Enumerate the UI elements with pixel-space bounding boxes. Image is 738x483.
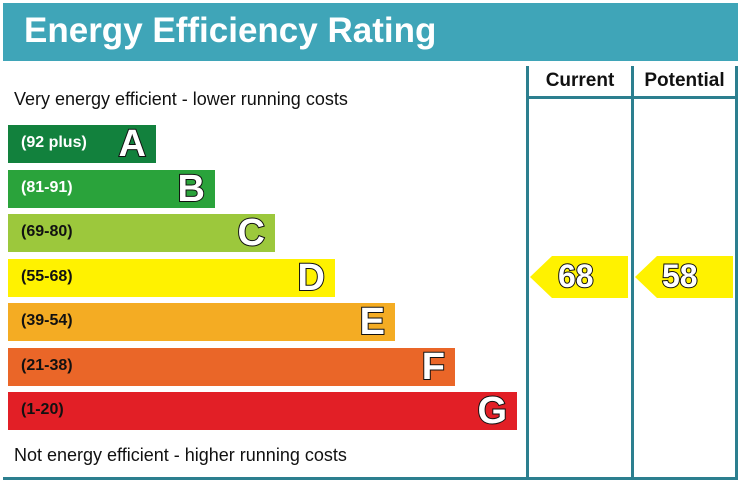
title-banner: Energy Efficiency Rating	[3, 3, 738, 61]
band-range: (55-68)	[21, 268, 73, 285]
potential-rating-arrow: 58	[635, 256, 733, 298]
band-range: (39-54)	[21, 312, 73, 329]
band-letter: A	[118, 122, 147, 166]
band-range: (21-38)	[21, 357, 73, 374]
band-a: (92 plus) A	[8, 122, 156, 166]
band-range: (92 plus)	[21, 134, 87, 151]
band-letter: D	[297, 256, 326, 300]
band-e: (39-54) E	[8, 300, 395, 344]
current-rating-arrow: 68	[530, 256, 628, 298]
right-border	[735, 66, 738, 480]
column-header-divider	[527, 96, 738, 99]
band-c: (69-80) C	[8, 211, 275, 255]
band-f: (21-38) F	[8, 345, 455, 389]
potential-rating-value: 58	[661, 257, 699, 295]
current-rating-value: 68	[557, 257, 595, 295]
top-caption: Very energy efficient - lower running co…	[14, 89, 348, 109]
bottom-caption: Not energy efficient - higher running co…	[14, 445, 347, 465]
band-d: (55-68) D	[8, 256, 335, 300]
current-column-left-border	[526, 66, 529, 480]
band-letter: G	[476, 389, 508, 433]
chart-title: Energy Efficiency Rating	[24, 11, 437, 50]
potential-column-left-border	[631, 66, 634, 480]
band-range: (81-91)	[21, 179, 73, 196]
bottom-border	[3, 477, 738, 480]
band-range: (69-80)	[21, 223, 73, 240]
current-column-header: Current	[545, 70, 615, 91]
band-letter: F	[421, 345, 446, 389]
band-letter: C	[237, 211, 266, 255]
arrow-shape-icon	[635, 256, 733, 298]
band-b: (81-91) B	[8, 167, 215, 211]
band-g: (1-20) G	[8, 389, 517, 433]
potential-column-header: Potential	[644, 70, 725, 91]
band-letter: E	[359, 300, 386, 344]
band-letter: B	[177, 167, 206, 211]
arrow-shape-icon	[530, 256, 628, 298]
band-range: (1-20)	[21, 401, 64, 418]
